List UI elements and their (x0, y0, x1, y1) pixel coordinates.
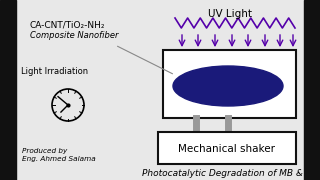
Bar (0, 0, 16, 180)
Text: Light Irradiation: Light Irradiation (21, 68, 89, 76)
Text: Produced by
Eng. Ahmed Salama: Produced by Eng. Ahmed Salama (22, 147, 96, 163)
Bar (163, 50, 296, 118)
Ellipse shape (173, 66, 283, 106)
Text: Photocatalytic Degradation of MB & IC: Photocatalytic Degradation of MB & IC (142, 168, 314, 177)
Bar (304, 0, 320, 180)
Text: UV Light: UV Light (208, 9, 252, 19)
Text: CA-CNT/TiO₂-NH₂: CA-CNT/TiO₂-NH₂ (30, 21, 106, 30)
Text: Composite Nanofiber: Composite Nanofiber (30, 31, 118, 40)
Bar (158, 132, 296, 164)
Text: Mechanical shaker: Mechanical shaker (179, 144, 276, 154)
